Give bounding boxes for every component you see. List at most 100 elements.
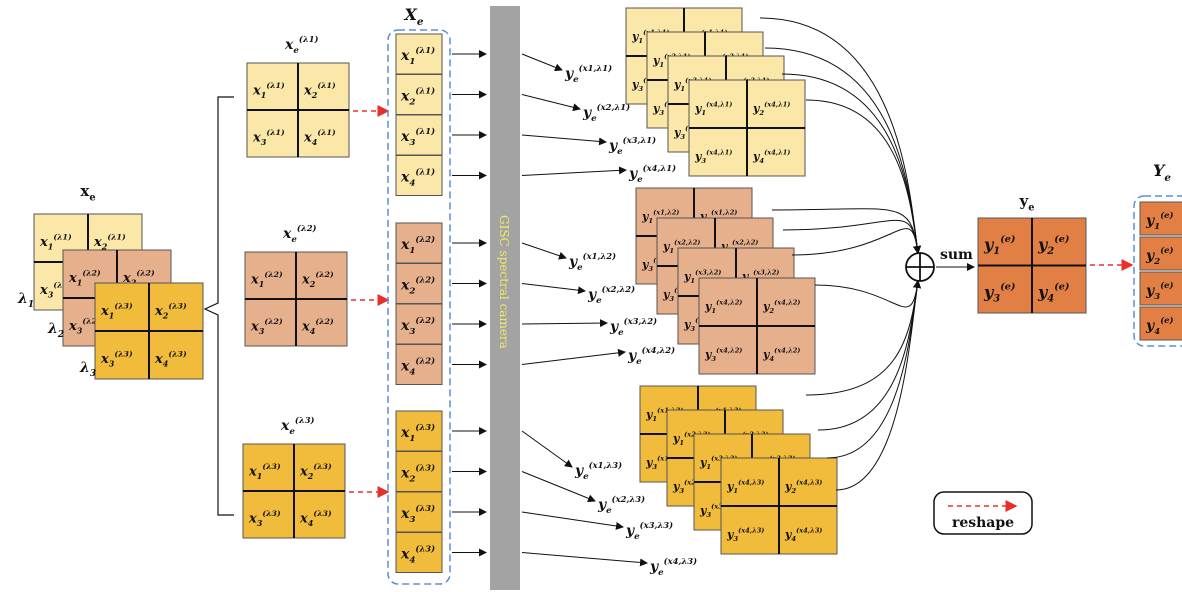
band-grid-1-cell-1: x1(λ1) [252,81,285,100]
xe-cell-1-2 [395,74,443,115]
input-cube-l2-cell-1: x1(λ2) [68,269,101,288]
band-grid-3-cell-2: x2(λ3) [299,462,332,481]
xe-column-border [387,29,451,585]
xe-cell-text-3-4: x4(λ3) [400,544,435,566]
output-grid-cell-1: y1(e) [983,234,1015,257]
ye-cell-3 [1139,271,1182,306]
meas-grid-2-1-cell-1: y1(x1,λ2) [641,209,679,226]
meas-grid-2-3-cell-1: y1(x3,λ2) [683,269,721,286]
band-grid-2 [244,251,348,347]
meas-label-2-4: ye(x4,λ2) [627,345,675,367]
meas-grid-2-4-cell-3: y3(x4,λ2) [704,347,742,364]
sum-curve-8 [814,280,921,308]
meas-arrow-2-3 [521,319,608,328]
input-cube-label: xe [80,182,95,204]
meas-arrow-1-4 [521,166,627,176]
sum-curve-10 [817,280,921,431]
xe-cell-3-3 [395,491,443,533]
input-cube-l1-cell-1: x1(λ1) [39,233,72,252]
meas-arrow-3-1 [521,430,573,468]
ye-cell-text-4: y4(e) [1145,315,1173,337]
meas-label-3-4: ye(x4,λ3) [649,556,697,578]
band-grid-3-cell-4: x4(λ3) [299,509,332,528]
meas-grid-1-4 [688,79,806,177]
output-label: ye [1019,192,1035,214]
xe-cell-3-1 [395,410,443,452]
xe-column-label: Xe [403,5,423,28]
ye-cell-1 [1139,201,1182,236]
xe-cell-1-4 [395,155,443,196]
ye-cell-text-1: y1(e) [1145,210,1173,232]
camera-bar [490,6,520,590]
band-grid-3-cell-3: x3(λ3) [248,509,281,528]
xe-cell-text-2-4: x4(λ2) [400,356,435,378]
meas-grid-1-4-cell-2: y2(x4,λ1) [752,101,790,118]
meas-label-2-3: ye(x3,λ2) [609,316,657,338]
band-grid-2-cell-1: x1(λ2) [250,270,283,289]
meas-label-3-1: ye(x1,λ3) [574,460,622,482]
band-grid-label-1: xe(λ1) [284,34,319,56]
ye-column-border [1133,195,1182,347]
lambda-label-2: λ2 [47,321,64,340]
sum-label: sum [940,247,973,263]
sum-curve-11 [826,280,921,459]
meas-label-1-4: ye(x4,λ1) [628,163,676,185]
xe-cell-text-2-3: x3(λ2) [400,315,435,337]
ye-cell-4 [1139,306,1182,341]
sum-curve-4 [805,99,921,254]
meas-arrow-2-1 [521,242,567,260]
meas-grid-2-4-cell-1: y1(x4,λ2) [704,299,742,316]
sum-curve-7 [791,228,921,256]
output-grid-cell-4: y4(e) [1037,281,1069,304]
band-grid-1-cell-4: x4(λ1) [303,128,336,147]
xe-cell-3-4 [395,532,443,573]
meas-arrow-3-2 [521,471,596,503]
xe-cell-1-3 [395,114,443,156]
meas-grid-2-4 [698,277,816,375]
meas-grid-2-4-cell-2: y2(x4,λ2) [762,299,800,316]
xe-cell-text-3-2: x2(λ3) [400,463,435,485]
meas-grid-1-4-cell-1: y1(x4,λ1) [694,101,732,118]
input-cube-l3 [94,282,204,380]
meas-label-1-2: ye(x2,λ1) [582,102,630,124]
xe-cell-2-4 [395,344,443,385]
band-grid-1 [246,62,350,158]
meas-grid-3-4-cell-4: y4(x4,λ3) [784,527,822,544]
band-grid-3 [242,443,346,539]
legend-label: reshape [952,515,1014,531]
band-grid-1-cell-3: x3(λ1) [252,128,285,147]
xe-cell-text-3-3: x3(λ3) [400,503,435,525]
input-cube-l2-cell-3: x3(λ2) [68,317,101,336]
band-grid-2-cell-2: x2(λ2) [301,270,334,289]
meas-arrow-1-3 [521,134,607,146]
meas-label-2-1: ye(x1,λ2) [568,251,616,273]
output-grid [977,217,1087,314]
ye-cell-text-2: y2(e) [1145,245,1173,267]
meas-grid-3-4-cell-1: y1(x4,λ3) [726,479,764,496]
meas-grid-2-2-cell-1: y1(x2,λ2) [662,239,700,256]
xe-cell-text-1-4: x4(λ1) [400,167,435,189]
input-cube-l3-cell-1: x1(λ3) [100,302,133,321]
meas-grid-1-4-cell-4: y4(x4,λ1) [752,149,790,166]
meas-arrow-1-2 [521,94,581,112]
split-brace [203,96,234,516]
band-grid-label-2: xe(λ2) [282,223,317,245]
sum-curve-12 [835,280,921,491]
output-grid-cell-2: y2(e) [1037,234,1069,257]
meas-grid-3-4-cell-3: y3(x4,λ3) [726,527,764,544]
lambda-label-1: λ1 [17,291,34,310]
meas-grid-1-4-cell-3: y3(x4,λ1) [694,149,732,166]
band-grid-label-3: xe(λ3) [280,415,315,437]
meas-label-3-2: ye(x2,λ3) [597,494,645,516]
band-grid-3-cell-1: x1(λ3) [248,462,281,481]
meas-arrow-2-4 [521,348,626,365]
xe-cell-text-2-2: x2(λ2) [400,275,435,297]
output-grid-cell-3: y3(e) [983,281,1015,304]
meas-arrow-1-1 [521,53,563,72]
input-cube-l1-cell-2: x2(λ1) [93,233,126,252]
camera-label: GISC spectral camera [497,215,511,349]
meas-arrow-2-2 [521,283,586,295]
xe-cell-3-2 [395,451,443,492]
meas-label-2-2: ye(x2,λ2) [587,284,635,306]
input-cube-l3-cell-3: x3(λ3) [100,350,133,369]
